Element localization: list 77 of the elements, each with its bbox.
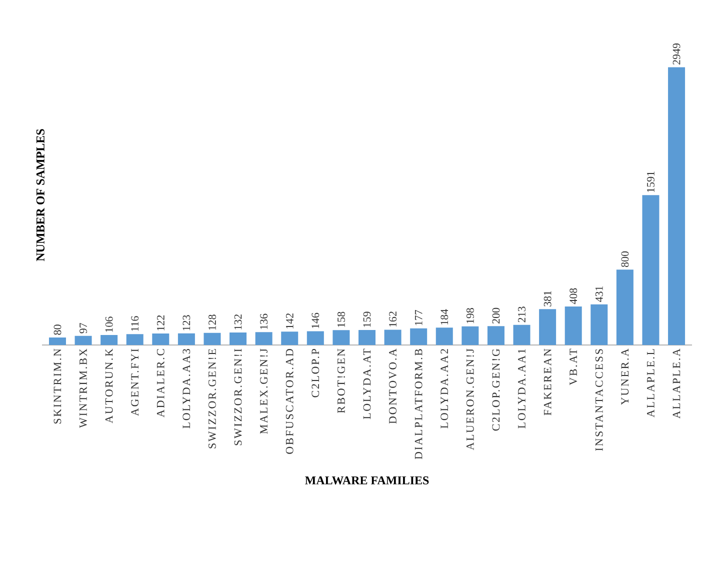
x-tick-label: LOLYDA.AA3 [182, 348, 190, 428]
bar [564, 306, 582, 345]
x-tick-label: ALLAPLE.L [647, 349, 654, 418]
x-tick-label: RBOT!GEN [337, 348, 345, 414]
x-tick-label: YUNER.A [621, 348, 629, 405]
bar [462, 326, 479, 345]
x-tick-label: FAKEREAN [544, 348, 552, 416]
data-label: 177 [414, 310, 422, 326]
bar [436, 328, 453, 345]
x-tick-label: AUTORUN.K [105, 348, 113, 424]
x-tick-label: SKINTRIM.N [54, 348, 62, 424]
bar [410, 328, 428, 345]
data-label: 1591 [647, 172, 654, 192]
data-label: 123 [182, 315, 190, 330]
x-tick-label: VB.AT [570, 348, 578, 386]
bar [100, 335, 118, 345]
bar [306, 331, 324, 345]
x-tick-label: AGENT.FYI [131, 348, 139, 416]
bar [152, 334, 170, 345]
x-axis-title: MALWARE FAMILIES [305, 476, 429, 484]
bar [668, 67, 686, 345]
data-label: 408 [570, 288, 578, 304]
x-tick-label: MALEX.GEN!J [260, 348, 268, 434]
x-tick-label: DIALPLATFORM.B [414, 349, 422, 460]
data-label: 2949 [672, 43, 680, 65]
x-tick-label: SWIZZOR.GEN!E [208, 349, 216, 448]
data-label: 97 [80, 322, 87, 334]
bar [513, 324, 530, 345]
bar [204, 332, 221, 345]
data-label: 213 [518, 306, 526, 322]
bar [539, 309, 556, 345]
data-label: 128 [208, 314, 216, 330]
data-label: 132 [234, 314, 242, 330]
data-label: 146 [312, 312, 320, 328]
bar [332, 330, 350, 345]
x-tick-label: ALUERON.GEN!J [466, 348, 474, 450]
x-tick-label: ALLAPLE.A [672, 348, 680, 419]
bar [178, 333, 195, 345]
x-tick-label: LOLYDA.AA1 [518, 349, 526, 428]
bar [255, 332, 272, 345]
bar [74, 336, 92, 345]
data-label: 200 [492, 308, 500, 324]
data-label: 162 [389, 312, 396, 327]
x-tick-label: OBFUSCATOR.AD [286, 348, 294, 454]
data-label: 80 [54, 324, 62, 335]
bar [642, 195, 660, 345]
x-tick-label: INSTANTACCESS [595, 349, 603, 451]
x-tick-label: C2LOP.GEN!G [492, 348, 500, 431]
bar [281, 332, 298, 345]
x-tick-label: SWIZZOR.GEN!I [234, 348, 242, 446]
data-label: 800 [621, 251, 629, 268]
data-label: 136 [260, 314, 268, 330]
data-label: 184 [440, 309, 448, 324]
x-tick-label: WINTRIM.BX [80, 348, 87, 428]
bar [384, 330, 402, 345]
data-label: 116 [131, 316, 139, 331]
data-label: 142 [286, 314, 294, 328]
bar [487, 326, 504, 345]
data-label: 198 [466, 308, 474, 324]
data-label: 158 [338, 312, 345, 327]
bar [590, 304, 608, 345]
bar [230, 332, 247, 345]
x-tick-label: DONTOVO.A [389, 348, 397, 424]
bar [126, 334, 144, 345]
data-label: 122 [157, 315, 164, 330]
y-axis-title: NUMBER OF SAMPLES [36, 129, 44, 262]
bar [616, 270, 634, 345]
data-label: 381 [544, 291, 552, 306]
bar [358, 330, 376, 345]
data-label: 431 [595, 286, 603, 302]
x-tick-label: LOLYDA.AA2 [440, 349, 448, 428]
bar [48, 337, 66, 345]
data-label: 159 [363, 312, 371, 327]
x-tick-label: ADIALER.C [156, 349, 164, 418]
data-label: 106 [105, 316, 113, 332]
x-tick-label: LOLYDA.AT [363, 348, 371, 420]
x-tick-label: C2LOP.P [312, 348, 320, 398]
